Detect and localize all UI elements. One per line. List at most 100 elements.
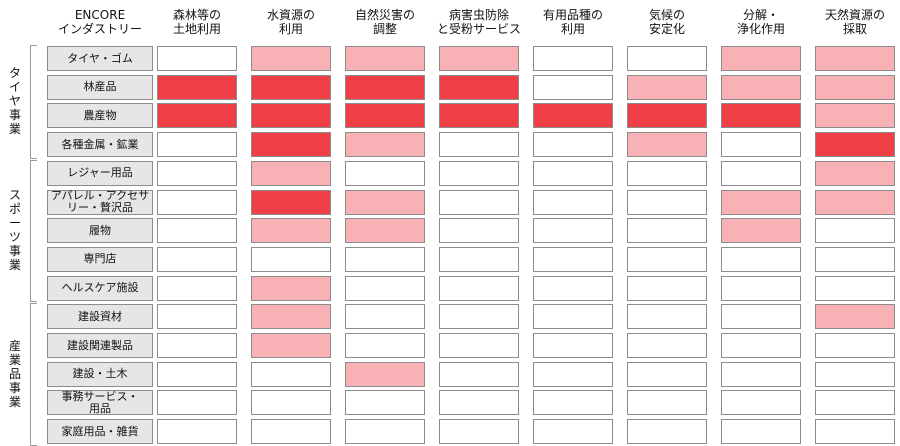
dependency-cell [251, 419, 331, 445]
dependency-cell [627, 419, 707, 445]
dependency-cell [627, 189, 707, 215]
dependency-cell [815, 333, 895, 358]
industry-label: 建設関連製品 [47, 333, 153, 358]
dependency-cell [721, 333, 801, 358]
dependency-cell [157, 304, 237, 330]
industry-label: 履物 [47, 218, 153, 244]
service-header: 森林等の 土地利用 [172, 8, 221, 36]
dependency-cell [627, 74, 707, 100]
dependency-cell [439, 304, 519, 330]
dependency-cell [533, 246, 613, 272]
dependency-cell [251, 46, 331, 71]
dependency-cell [721, 275, 801, 301]
dependency-cell [157, 160, 237, 186]
dependency-cell [815, 419, 895, 445]
corner-header: ENCORE インダストリー [57, 8, 142, 36]
dependency-cell [815, 390, 895, 416]
dependency-cell [627, 46, 707, 71]
dependency-cell [251, 361, 331, 387]
dependency-cell [251, 275, 331, 301]
dependency-cell [439, 189, 519, 215]
dependency-cell [345, 160, 425, 186]
dependency-cell [251, 189, 331, 215]
dependency-cell [533, 74, 613, 100]
dependency-cell [815, 103, 895, 129]
dependency-cell [439, 390, 519, 416]
service-header: 有用品種の 利用 [542, 8, 603, 36]
dependency-cell [345, 304, 425, 330]
dependency-cell [815, 246, 895, 272]
dependency-cell [533, 160, 613, 186]
dependency-cell [533, 189, 613, 215]
dependency-cell [721, 419, 801, 445]
dependency-cell [251, 246, 331, 272]
dependency-cell [345, 333, 425, 358]
dependency-cell [533, 333, 613, 358]
industry-label: 事務サービス・ 用品 [47, 390, 153, 416]
dependency-cell [627, 390, 707, 416]
dependency-cell [345, 361, 425, 387]
dependency-cell [251, 74, 331, 100]
industry-label: 建設・土木 [47, 361, 153, 387]
dependency-cell [345, 419, 425, 445]
dependency-cell [157, 390, 237, 416]
dependency-cell [721, 132, 801, 158]
industry-label: タイヤ・ゴム [47, 46, 153, 71]
dependency-cell [721, 74, 801, 100]
dependency-cell [157, 361, 237, 387]
segment-bracket [30, 45, 37, 159]
dependency-cell [533, 304, 613, 330]
service-header: 分解・ 浄化作用 [736, 8, 785, 36]
segment-label: スポーツ事業 [8, 188, 21, 273]
dependency-cell [251, 160, 331, 186]
dependency-cell [157, 46, 237, 71]
dependency-cell [721, 304, 801, 330]
industry-label: ヘルスケア施設 [47, 275, 153, 301]
dependency-cell [815, 304, 895, 330]
dependency-cell [721, 189, 801, 215]
dependency-cell [627, 160, 707, 186]
dependency-cell [439, 74, 519, 100]
dependency-cell [721, 46, 801, 71]
dependency-cell [815, 189, 895, 215]
dependency-cell [627, 132, 707, 158]
service-header: 天然資源の 採取 [824, 8, 885, 36]
dependency-cell [815, 361, 895, 387]
dependency-cell [439, 160, 519, 186]
industry-label: 建設資材 [47, 304, 153, 330]
dependency-cell [721, 160, 801, 186]
dependency-cell [157, 218, 237, 244]
dependency-cell [533, 218, 613, 244]
dependency-cell [157, 74, 237, 100]
industry-label: レジャー用品 [47, 160, 153, 186]
dependency-cell [627, 304, 707, 330]
dependency-cell [439, 246, 519, 272]
dependency-cell [157, 419, 237, 445]
dependency-cell [251, 103, 331, 129]
dependency-cell [721, 246, 801, 272]
industry-label: 各種金属・鉱業 [47, 132, 153, 158]
dependency-cell [533, 361, 613, 387]
dependency-cell [627, 246, 707, 272]
segment-label: 産業品事業 [8, 338, 21, 409]
dependency-cell [345, 46, 425, 71]
dependency-cell [251, 218, 331, 244]
dependency-cell [627, 333, 707, 358]
dependency-cell [157, 132, 237, 158]
industry-label: 専門店 [47, 246, 153, 272]
segment-bracket [30, 159, 37, 303]
dependency-cell [439, 275, 519, 301]
dependency-cell [251, 132, 331, 158]
dependency-cell [251, 304, 331, 330]
dependency-cell [627, 103, 707, 129]
dependency-cell [815, 218, 895, 244]
dependency-cell [345, 74, 425, 100]
dependency-cell [533, 390, 613, 416]
dependency-cell [345, 390, 425, 416]
dependency-cell [345, 218, 425, 244]
dependency-cell [157, 189, 237, 215]
dependency-cell [721, 103, 801, 129]
dependency-cell [721, 390, 801, 416]
industry-label: 農産物 [47, 103, 153, 129]
dependency-cell [345, 275, 425, 301]
